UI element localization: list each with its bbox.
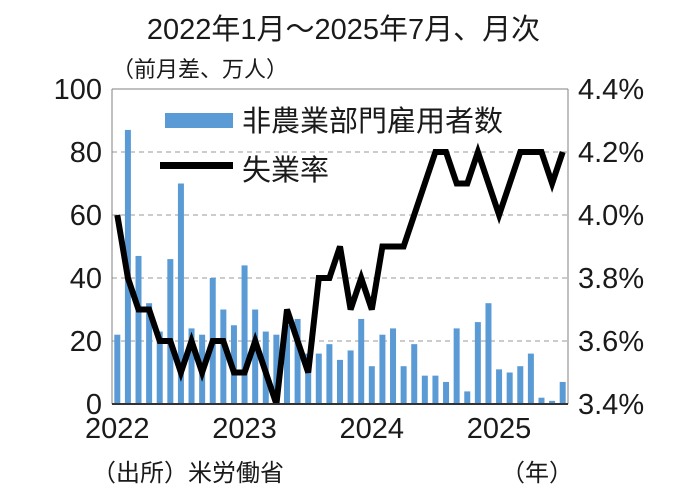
left-axis-tick-60: 60 (70, 200, 102, 232)
right-axis-tick-3.6%: 3.6% (578, 326, 644, 358)
bar-2024-07 (432, 375, 439, 404)
bar-2024-09 (453, 328, 460, 404)
left-axis-tick-0: 0 (86, 389, 102, 421)
right-axis-tick-3.8%: 3.8% (578, 263, 644, 295)
bar-2022-11 (220, 309, 227, 404)
source-note: （出所）米労働省 (92, 460, 284, 487)
legend-line-swatch (160, 162, 233, 169)
bar-2022-03 (135, 255, 142, 404)
gridlines (112, 151, 568, 342)
unemployment-rate-line (114, 142, 566, 405)
bar-2025-01 (496, 369, 503, 404)
bar-2023-04 (273, 334, 280, 404)
left-axis-tick-100: 100 (54, 74, 102, 106)
legend-bar-swatch (165, 113, 233, 128)
right-axis-tick-4.4%: 4.4% (578, 74, 644, 106)
bar-2022-06 (167, 259, 174, 404)
bar-2024-05 (411, 344, 418, 404)
bar-2023-02 (252, 309, 259, 404)
bar-2025-03 (517, 366, 524, 404)
bar-2023-05 (283, 325, 290, 404)
right-axis-tick-4.0%: 4.0% (578, 200, 644, 232)
bar-2023-08 (315, 353, 322, 404)
bar-2024-06 (421, 375, 428, 404)
bar-2025-06 (549, 400, 556, 404)
bar-2023-11 (347, 350, 354, 404)
x-axis-tick-2024: 2024 (340, 413, 405, 445)
bar-2023-09 (326, 344, 333, 404)
bar-2024-10 (464, 391, 471, 404)
left-axis-tick-40: 40 (70, 263, 102, 295)
bar-2023-01 (241, 265, 248, 404)
right-axis-tick-4.2%: 4.2% (578, 137, 644, 169)
bar-2025-07 (559, 381, 566, 404)
bar-2025-05 (538, 397, 545, 404)
unemployment-line-series (114, 142, 566, 405)
x-axis-tick-2025: 2025 (467, 413, 532, 445)
axis-tick-labels: 0 20 40 60 80 100 3.4% 3.6% 3.8% 4.0% 4.2% 4.4% 2022… (54, 74, 645, 445)
bar-2023-10 (337, 359, 343, 404)
bar-2024-04 (400, 366, 407, 404)
bar-2024-01 (368, 366, 375, 404)
x-axis-tick-2022: 2022 (85, 413, 150, 445)
legend-line-label: 失業率 (242, 154, 329, 187)
bar-2024-02 (379, 334, 386, 404)
bar-2023-07 (305, 353, 312, 404)
bar-2025-04 (527, 353, 534, 404)
left-axis-tick-80: 80 (70, 137, 102, 169)
left-axis-tick-20: 20 (70, 326, 102, 358)
legend: 非農業部門雇用者数 失業率 (160, 105, 503, 187)
bar-2022-04 (146, 303, 153, 404)
legend-bar-label: 非農業部門雇用者数 (242, 105, 503, 138)
right-axis-tick-3.4%: 3.4% (578, 389, 644, 421)
bar-2022-05 (156, 331, 163, 404)
bar-2025-02 (506, 372, 513, 404)
chart-title: 2022年1月～2025年7月、月次 (146, 14, 541, 46)
bar-2024-03 (390, 328, 397, 404)
left-axis-unit-label: （前月差、万人） (112, 57, 289, 82)
bar-2022-07 (177, 183, 184, 404)
bar-2024-12 (485, 303, 492, 404)
plot-frame (111, 88, 569, 405)
bar-2024-08 (443, 381, 450, 404)
bar-2023-12 (358, 318, 365, 404)
bar-2023-06 (294, 318, 301, 404)
bar-2022-01 (114, 334, 121, 404)
x-axis-tick-2023: 2023 (212, 413, 277, 445)
bar-2022-08 (188, 328, 195, 404)
x-axis-unit-label: （年） (501, 460, 573, 487)
bar-2024-11 (474, 322, 481, 404)
